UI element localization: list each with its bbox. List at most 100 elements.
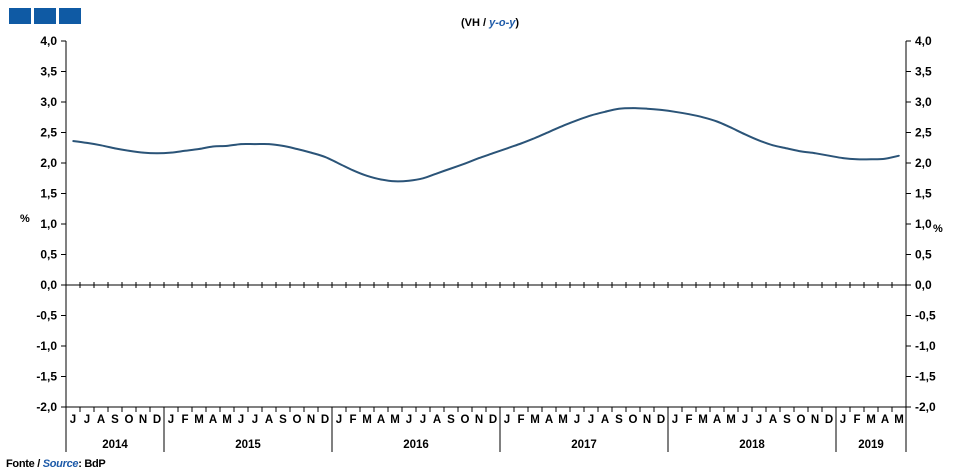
y-tick-label-right: 2,0 bbox=[915, 156, 932, 170]
chart-title: (VH / y-o-y) bbox=[461, 17, 519, 29]
year-label: 2015 bbox=[235, 439, 261, 451]
y-tick-label-right: 0,5 bbox=[915, 248, 932, 262]
month-label: J bbox=[840, 414, 846, 426]
month-label: M bbox=[390, 414, 400, 426]
data-point bbox=[590, 114, 592, 117]
data-point bbox=[128, 150, 130, 152]
month-label: N bbox=[307, 414, 315, 426]
y-tick-label-left: -1,0 bbox=[36, 339, 57, 353]
y-tick-label-right: -1,0 bbox=[915, 339, 936, 353]
month-label: J bbox=[70, 414, 76, 426]
month-label: J bbox=[574, 414, 580, 426]
data-point bbox=[492, 152, 494, 154]
month-label: S bbox=[111, 414, 119, 426]
data-point bbox=[856, 158, 858, 161]
data-point bbox=[254, 143, 256, 145]
y-tick-label-right: -0,5 bbox=[915, 309, 936, 323]
source-label-en: Source bbox=[42, 458, 79, 470]
data-point bbox=[100, 144, 102, 147]
data-point bbox=[142, 151, 144, 154]
data-point bbox=[898, 154, 900, 157]
y-tick-label-left: -1,5 bbox=[36, 370, 57, 384]
y-tick-label-right: 2,5 bbox=[915, 126, 932, 140]
data-point bbox=[800, 150, 802, 153]
month-label: A bbox=[209, 414, 217, 426]
data-point bbox=[786, 147, 788, 150]
month-label: A bbox=[265, 414, 273, 426]
month-label: J bbox=[588, 414, 594, 426]
year-label: 2019 bbox=[858, 439, 884, 451]
data-point bbox=[870, 158, 872, 161]
month-label: S bbox=[783, 414, 791, 426]
data-point bbox=[464, 162, 466, 165]
month-label: J bbox=[238, 414, 244, 426]
data-point bbox=[772, 144, 774, 147]
month-label: J bbox=[742, 414, 748, 426]
data-point bbox=[842, 157, 844, 159]
data-point bbox=[674, 111, 676, 113]
y-tick-label-left: 0,5 bbox=[40, 248, 57, 262]
data-point bbox=[688, 113, 690, 115]
y-tick-label-left: -0,5 bbox=[36, 309, 57, 323]
data-point bbox=[814, 152, 816, 154]
data-point bbox=[576, 119, 578, 122]
y-tick-label-left: -2,0 bbox=[36, 400, 57, 414]
month-label: M bbox=[726, 414, 736, 426]
y-tick-label-left: 2,0 bbox=[40, 156, 57, 170]
month-label: M bbox=[530, 414, 540, 426]
month-label: D bbox=[825, 414, 833, 426]
data-point bbox=[324, 156, 326, 158]
month-label: D bbox=[657, 414, 665, 426]
month-label: J bbox=[336, 414, 342, 426]
month-label: J bbox=[504, 414, 510, 426]
month-label: N bbox=[139, 414, 147, 426]
y-tick-label-left: 3,0 bbox=[40, 95, 57, 109]
month-label: J bbox=[406, 414, 412, 426]
month-label: O bbox=[797, 414, 806, 426]
y-tick-label-right: -2,0 bbox=[915, 400, 936, 414]
y-tick-label-left: 1,5 bbox=[40, 187, 57, 201]
month-label: S bbox=[615, 414, 623, 426]
month-label: A bbox=[881, 414, 889, 426]
logo-square bbox=[34, 8, 56, 24]
logo-square bbox=[59, 8, 81, 24]
logo-square bbox=[9, 8, 31, 24]
month-label: A bbox=[97, 414, 105, 426]
series-line bbox=[72, 107, 900, 183]
month-label: M bbox=[894, 414, 904, 426]
month-label: D bbox=[153, 414, 161, 426]
month-label: A bbox=[377, 414, 385, 426]
source-value: BdP bbox=[84, 458, 106, 470]
series-group bbox=[72, 107, 900, 183]
data-point bbox=[478, 157, 480, 159]
data-point bbox=[212, 145, 214, 148]
source-colon: : bbox=[78, 458, 82, 470]
data-point bbox=[310, 151, 312, 154]
data-point bbox=[604, 111, 606, 113]
data-point bbox=[744, 133, 746, 136]
month-label: J bbox=[84, 414, 90, 426]
axes: -2,0 -2,0 -1,5 -1,5 -1,0 -1,0 -0,5 -0,5 0,0 0,0 0,… bbox=[20, 34, 943, 452]
month-label: O bbox=[629, 414, 638, 426]
year-label: 2018 bbox=[739, 439, 765, 451]
month-label: D bbox=[321, 414, 329, 426]
month-label: O bbox=[125, 414, 134, 426]
bdp-logo-icon bbox=[9, 8, 81, 24]
month-label: O bbox=[461, 414, 470, 426]
year-label: 2016 bbox=[403, 439, 429, 451]
data-point bbox=[114, 147, 116, 150]
y-tick-label-right: 3,0 bbox=[915, 95, 932, 109]
data-point bbox=[618, 107, 620, 110]
data-point bbox=[548, 131, 550, 133]
month-label: S bbox=[447, 414, 455, 426]
title-pt: (VH / bbox=[461, 17, 489, 29]
month-label: F bbox=[685, 414, 692, 426]
month-label: J bbox=[756, 414, 762, 426]
data-point bbox=[730, 126, 732, 129]
month-label: A bbox=[769, 414, 777, 426]
data-point bbox=[72, 140, 74, 142]
y-tick-label-right: 1,5 bbox=[915, 187, 932, 201]
data-point bbox=[394, 180, 396, 183]
month-label: D bbox=[489, 414, 497, 426]
month-label: A bbox=[601, 414, 609, 426]
